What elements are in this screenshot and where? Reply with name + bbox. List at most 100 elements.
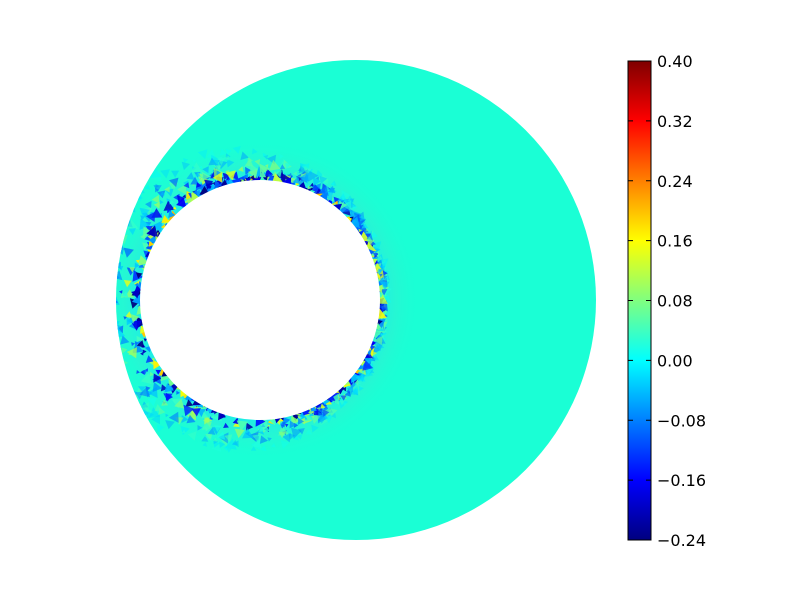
field-speckle xyxy=(138,262,145,268)
field-speckle xyxy=(279,153,285,160)
field-speckle xyxy=(347,197,352,202)
field-speckle xyxy=(139,402,149,413)
field-speckle xyxy=(187,431,197,441)
field-speckle xyxy=(205,423,213,432)
field-speckle xyxy=(134,262,140,269)
field-speckle xyxy=(226,159,235,168)
field-speckle xyxy=(119,387,126,394)
field-speckle xyxy=(116,341,119,351)
field-speckle xyxy=(269,418,277,426)
field-speckle xyxy=(134,282,139,287)
field-speckle xyxy=(182,394,188,399)
field-speckle xyxy=(204,179,214,189)
field-speckle xyxy=(160,191,165,196)
colorbar-tick-label: 0.32 xyxy=(657,112,693,131)
field-speckle xyxy=(164,186,170,193)
field-speckle xyxy=(309,412,315,417)
field-speckle xyxy=(373,253,379,258)
field-speckle xyxy=(297,428,305,435)
field-speckle xyxy=(350,213,354,217)
colorbar-tick-label: 0.00 xyxy=(657,351,693,370)
field-speckle xyxy=(300,163,307,170)
field-speckle xyxy=(143,338,148,342)
field-speckle xyxy=(96,347,104,356)
field-speckle xyxy=(143,410,149,416)
field-speckle xyxy=(365,367,373,376)
field-speckle xyxy=(379,327,384,332)
field-speckle xyxy=(120,208,132,220)
field-speckle xyxy=(254,159,261,166)
field-speckle xyxy=(168,379,177,388)
field-speckle xyxy=(172,206,177,210)
field-speckle xyxy=(330,412,336,419)
field-speckle xyxy=(107,307,114,315)
field-speckle xyxy=(98,244,106,251)
field-speckle xyxy=(305,428,313,435)
field-speckle xyxy=(223,446,229,451)
field-speckle xyxy=(191,408,201,417)
field-speckle xyxy=(125,311,133,318)
field-speckle xyxy=(340,395,347,401)
field-speckle xyxy=(123,247,134,258)
field-speckle xyxy=(131,342,135,347)
field-speckle xyxy=(298,172,309,184)
field-speckle xyxy=(310,405,317,412)
field-speckle xyxy=(342,402,347,407)
field-speckle xyxy=(126,390,135,399)
field-speckle xyxy=(150,167,162,179)
field-speckle xyxy=(148,407,161,418)
field-speckle xyxy=(365,351,373,359)
field-speckle xyxy=(190,191,201,203)
field-speckle xyxy=(109,307,116,314)
field-speckle xyxy=(131,289,140,299)
field-speckle xyxy=(212,172,223,183)
field-speckle xyxy=(330,180,337,186)
field-speckle xyxy=(116,223,118,234)
field-speckle xyxy=(174,398,185,409)
field-speckle xyxy=(289,420,297,429)
field-speckle xyxy=(322,177,329,185)
field-speckle xyxy=(294,414,299,419)
field-speckle xyxy=(318,185,329,196)
field-speckle xyxy=(123,280,132,288)
field-speckle xyxy=(168,411,179,423)
field-speckle xyxy=(116,204,126,213)
field-speckle xyxy=(214,425,222,432)
field-speckle xyxy=(149,371,155,377)
field-speckle xyxy=(156,424,165,433)
field-speckle xyxy=(245,422,254,431)
field-speckle xyxy=(124,211,130,218)
field-speckle xyxy=(223,422,229,428)
field-speckle xyxy=(236,420,248,431)
field-speckle xyxy=(297,434,303,440)
field-speckle xyxy=(298,167,302,172)
colorbar-tick-label: 0.24 xyxy=(657,172,693,191)
field-speckle xyxy=(104,339,113,348)
field-speckle xyxy=(300,163,304,168)
field-speckle xyxy=(116,346,123,358)
field-speckle xyxy=(146,225,159,237)
field-speckle xyxy=(165,420,175,430)
field-speckle xyxy=(128,228,136,235)
field-speckle xyxy=(182,194,186,199)
field-speckle xyxy=(128,349,135,355)
field-speckle xyxy=(298,417,305,425)
field-speckle xyxy=(161,215,170,223)
field-speckle xyxy=(298,165,307,174)
field-speckle xyxy=(298,412,304,418)
field-speckle xyxy=(245,166,252,175)
field-speckle xyxy=(141,401,149,408)
colorbar-tick-label: 0.16 xyxy=(657,232,693,251)
field-speckle xyxy=(258,170,267,178)
field-speckle xyxy=(181,429,186,434)
field-speckle xyxy=(216,431,226,440)
field-speckle xyxy=(102,257,110,265)
colorbar-tick-label: −0.24 xyxy=(657,531,706,550)
field-speckle xyxy=(351,386,359,395)
field-speckle xyxy=(152,382,162,392)
field-speckle xyxy=(223,155,230,162)
field-speckle xyxy=(196,182,202,188)
field-speckle xyxy=(144,406,154,417)
field-speckle xyxy=(153,201,161,209)
field-speckle xyxy=(108,230,113,235)
